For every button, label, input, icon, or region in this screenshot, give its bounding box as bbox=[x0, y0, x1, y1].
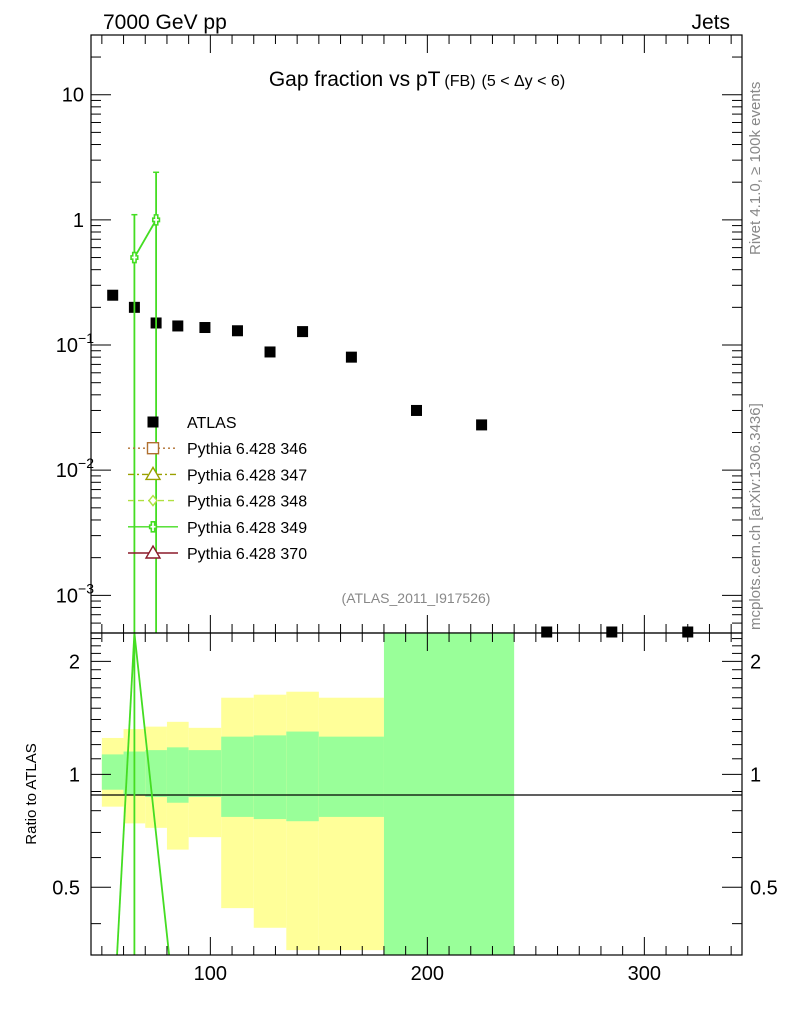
x-tick-label: 200 bbox=[411, 963, 444, 985]
ratio-line-pythia-349 bbox=[133, 632, 171, 956]
legend-label: Pythia 6.428 370 bbox=[187, 546, 307, 563]
legend-label: Pythia 6.428 347 bbox=[187, 467, 307, 484]
ratio-band-green bbox=[318, 736, 384, 817]
legend-entry: ATLAS bbox=[147, 415, 237, 432]
atlas-point bbox=[411, 404, 422, 416]
legend-marker bbox=[148, 521, 158, 533]
pythia-349-line bbox=[133, 219, 157, 258]
legend-label: Pythia 6.428 349 bbox=[187, 520, 307, 537]
legend-label: ATLAS bbox=[187, 415, 237, 432]
legend-entry: Pythia 6.428 370 bbox=[128, 544, 307, 563]
header-left: 7000 GeV pp bbox=[103, 11, 227, 34]
y-tick-label: 10 bbox=[62, 85, 84, 107]
ratio-bands bbox=[101, 633, 515, 955]
main-y-ticks bbox=[91, 34, 742, 634]
chart-title: Gap fraction vs pT (FB) (5 < Δy < 6) bbox=[269, 68, 565, 91]
ratio-band-yellow bbox=[318, 697, 384, 951]
atlas-point bbox=[199, 322, 211, 334]
atlas-point bbox=[297, 326, 309, 338]
ratio-tick-labels: 2 2 1 1 0.5 0.5 100 200 300 bbox=[52, 651, 778, 985]
main-panel: 10 1 10−1 10−2 10−3 Gap fraction vs pT (FB) (5… bbox=[56, 34, 743, 638]
y-tick-label: 10−1 bbox=[56, 330, 94, 357]
header-right: Jets bbox=[691, 11, 730, 34]
upper-series bbox=[107, 171, 694, 638]
atlas-point bbox=[231, 325, 243, 337]
legend-marker bbox=[144, 544, 162, 559]
main-y-tick-labels: 10 1 10−1 10−2 10−3 bbox=[56, 85, 94, 608]
ratio-y-tick-label-right: 1 bbox=[750, 764, 761, 786]
legend-entry: Pythia 6.428 346 bbox=[128, 441, 307, 458]
ratio-y-tick-label-left: 2 bbox=[69, 651, 80, 673]
mcplots-label: mcplots.cern.ch [arXiv:1306.3436] bbox=[747, 403, 764, 630]
ratio-band-green bbox=[253, 735, 287, 820]
ratio-band-green bbox=[101, 754, 124, 790]
legend-label: Pythia 6.428 346 bbox=[187, 441, 307, 458]
ratio-panel: 2 2 1 1 0.5 0.5 100 200 300 Ratio to ATLAS bbox=[23, 632, 778, 985]
ratio-y-tick-label-left: 0.5 bbox=[52, 877, 80, 899]
atlas-point bbox=[172, 320, 184, 332]
pythia-349-point bbox=[151, 214, 161, 226]
ratio-band-green bbox=[166, 747, 189, 803]
ratio-band-green bbox=[383, 633, 515, 955]
legend-marker bbox=[146, 442, 160, 455]
main-x-ticks bbox=[101, 35, 732, 633]
rivet-version-label: Rivet 4.1.0, ≥ 100k events bbox=[747, 82, 764, 255]
ratio-y-tick-label-right: 2 bbox=[750, 651, 761, 673]
atlas-point bbox=[345, 351, 357, 363]
legend-marker bbox=[147, 416, 159, 428]
ratio-line-pythia-349 bbox=[116, 632, 136, 956]
y-tick-label: 10−3 bbox=[56, 580, 94, 607]
ratio-y-tick-label-right: 0.5 bbox=[750, 877, 778, 899]
legend-label: Pythia 6.428 348 bbox=[187, 494, 307, 511]
legend-entry: Pythia 6.428 349 bbox=[128, 520, 307, 537]
ratio-band-green bbox=[221, 736, 254, 817]
x-tick-label: 100 bbox=[194, 963, 227, 985]
pythia-349-point bbox=[130, 251, 139, 264]
ratio-band-green bbox=[188, 750, 222, 798]
atlas-point bbox=[264, 346, 276, 358]
ratio-frame bbox=[90, 632, 743, 956]
ratio-series bbox=[116, 632, 171, 956]
analysis-id: (ATLAS_2011_I917526) bbox=[342, 590, 491, 606]
legend-marker bbox=[144, 466, 162, 481]
atlas-point bbox=[476, 419, 488, 431]
legend-entry: Pythia 6.428 348 bbox=[128, 494, 307, 511]
ratio-y-axis-label: Ratio to ATLAS bbox=[23, 743, 40, 844]
atlas-point bbox=[107, 289, 119, 301]
ratio-y-tick-label-left: 1 bbox=[69, 764, 80, 786]
y-tick-label: 1 bbox=[73, 210, 84, 232]
legend-entry: Pythia 6.428 347 bbox=[128, 466, 307, 484]
ratio-band-green bbox=[286, 731, 319, 822]
legend: ATLAS Pythia 6.428 346 Pythia 6.428 347 Pyt… bbox=[128, 415, 307, 563]
ratio-ticks bbox=[91, 633, 742, 955]
x-tick-label: 300 bbox=[628, 963, 661, 985]
atlas-point bbox=[541, 626, 553, 638]
y-tick-label: 10−2 bbox=[56, 455, 94, 482]
legend-marker bbox=[148, 494, 158, 507]
main-frame bbox=[90, 34, 743, 634]
atlas-point bbox=[606, 626, 618, 638]
